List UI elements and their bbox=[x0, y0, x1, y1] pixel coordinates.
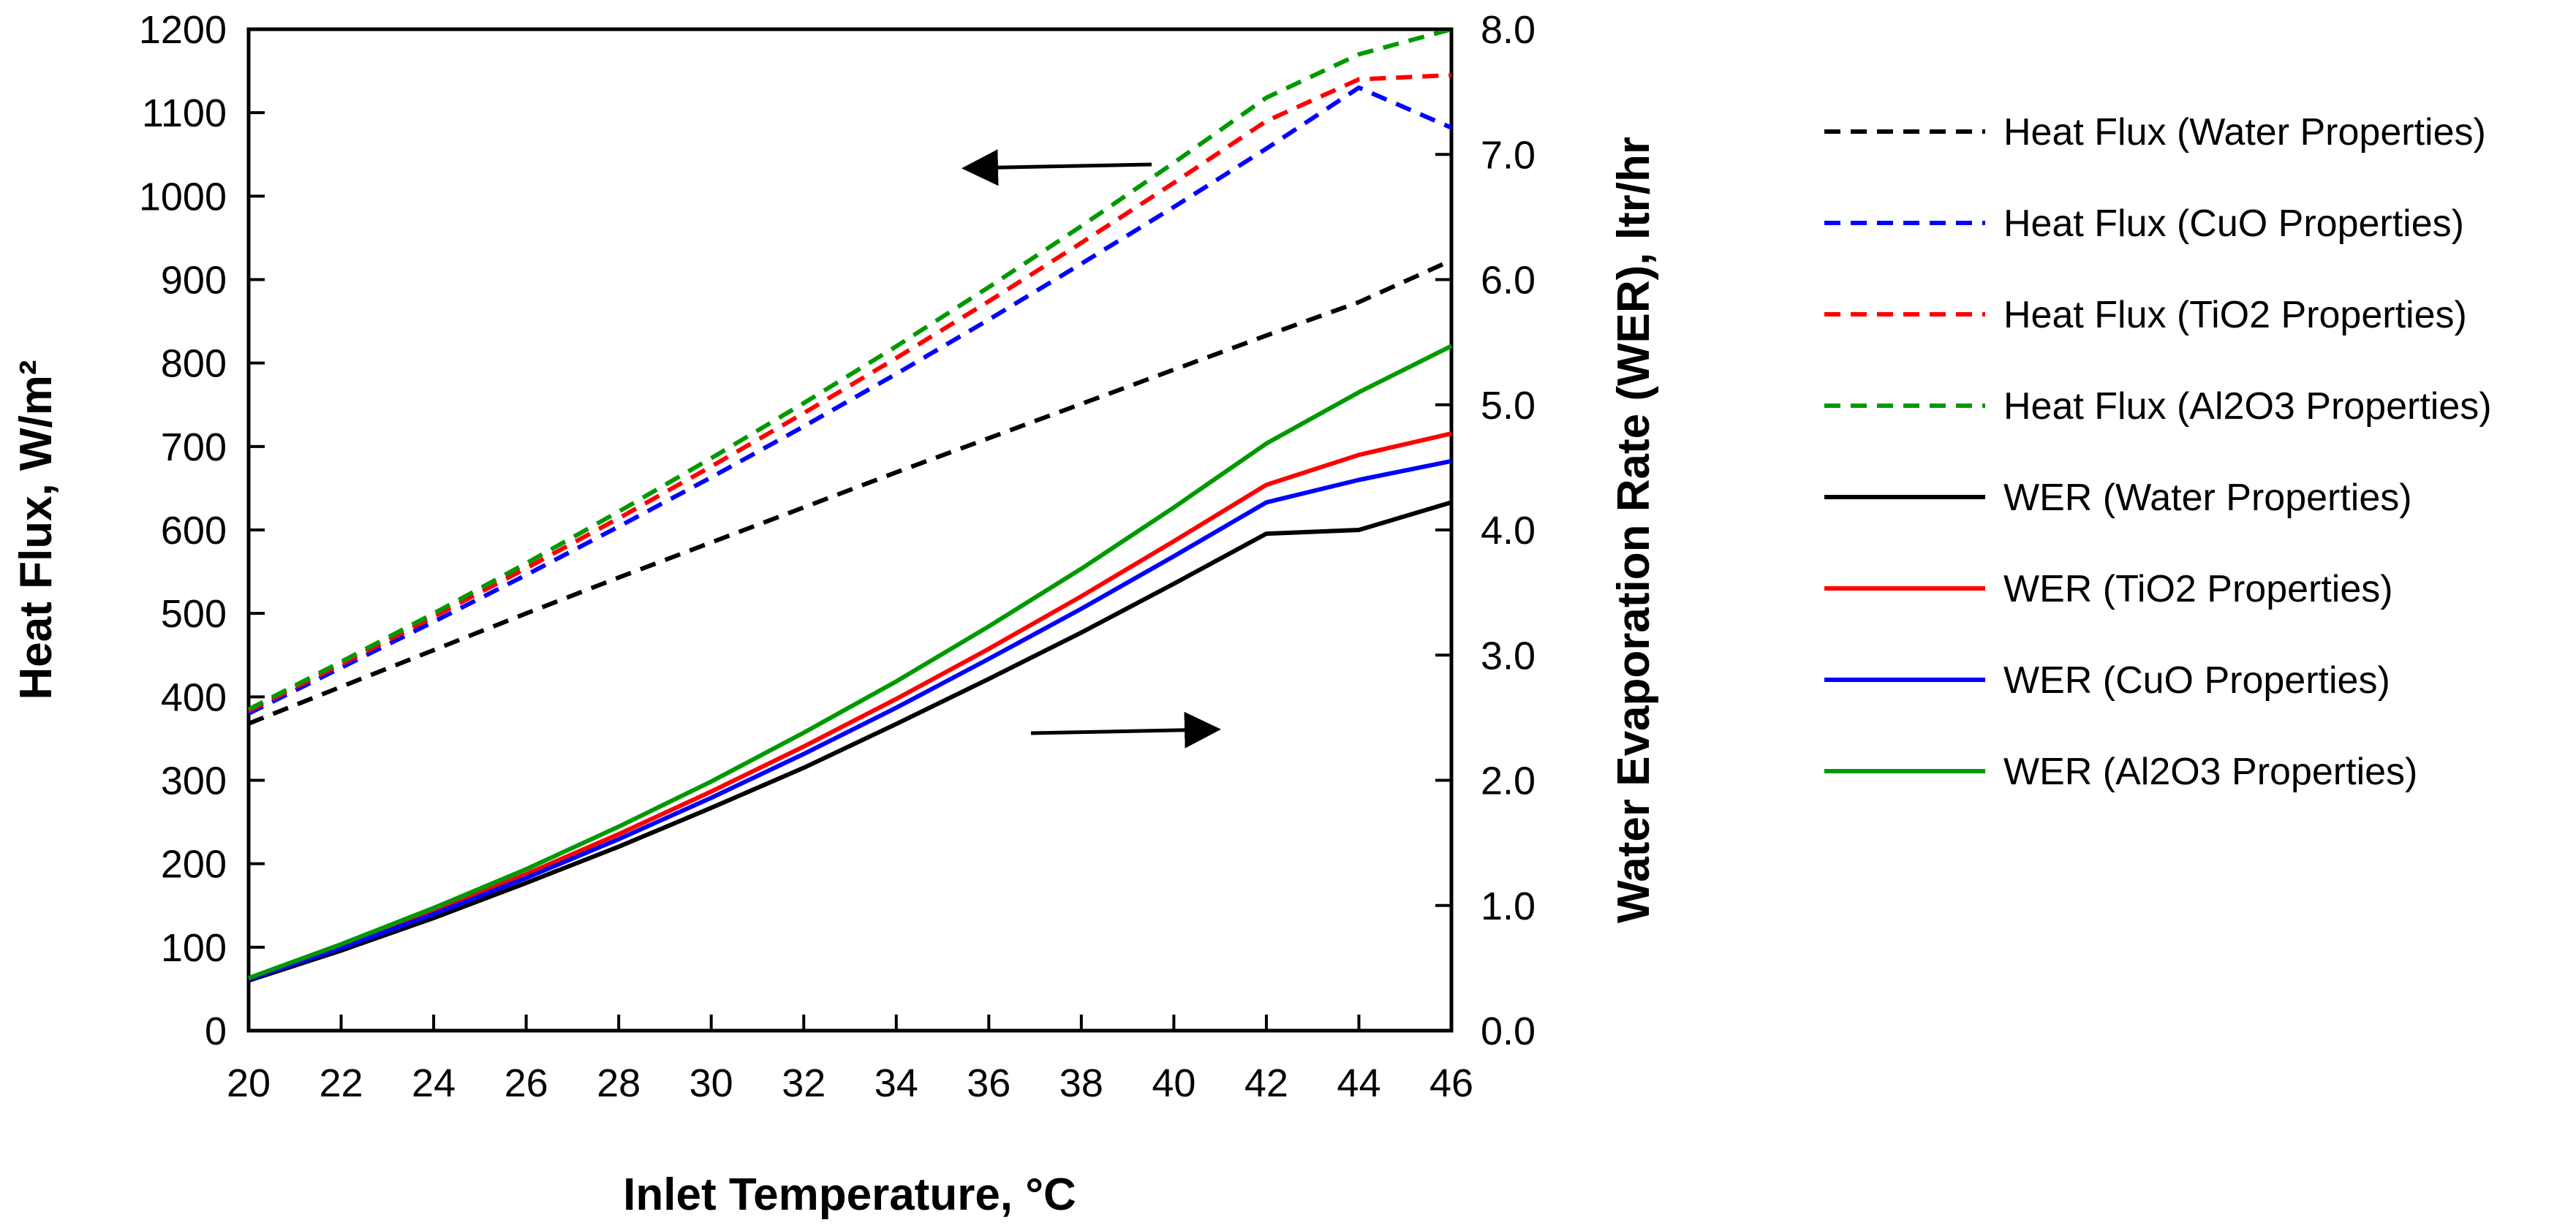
series-line-4 bbox=[247, 27, 1452, 712]
x-tick-label: 28 bbox=[597, 1061, 641, 1105]
right-y-tick-label: 1.0 bbox=[1481, 884, 1536, 928]
series-line-6 bbox=[248, 431, 1452, 982]
x-tick-label: 30 bbox=[690, 1061, 733, 1105]
x-tick-label: 24 bbox=[412, 1061, 456, 1105]
series-line-2 bbox=[247, 85, 1453, 716]
right-y-tick-label: 6.0 bbox=[1481, 259, 1536, 303]
x-tick-label: 20 bbox=[227, 1061, 271, 1105]
right-y-axis-title: Water Evaporation Rate (WER), ltr/hr bbox=[1609, 137, 1659, 923]
right-axis-arrow bbox=[1030, 711, 1221, 748]
x-tick-label: 34 bbox=[875, 1061, 918, 1105]
left-y-axis-title: Heat Flux, W/m² bbox=[11, 360, 61, 700]
left-y-tick-label: 100 bbox=[161, 926, 227, 970]
legend-label: Heat Flux (Water Properties) bbox=[2003, 111, 2486, 154]
x-tick-label: 38 bbox=[1060, 1061, 1103, 1105]
series-line-1 bbox=[247, 258, 1453, 726]
legend: Heat Flux (Water Properties) Heat Flux (C… bbox=[1824, 111, 2492, 793]
right-y-tick-label: 2.0 bbox=[1481, 759, 1536, 803]
series-line-7 bbox=[248, 458, 1452, 982]
legend-label: WER (CuO Properties) bbox=[2003, 659, 2390, 702]
legend-label: Heat Flux (TiO2 Properties) bbox=[2003, 294, 2467, 336]
x-tick-label: 46 bbox=[1429, 1061, 1473, 1105]
right-y-tick-label: 4.0 bbox=[1481, 509, 1536, 553]
left-y-tick-label: 1000 bbox=[139, 175, 227, 219]
plot-frame bbox=[246, 27, 1454, 1033]
left-y-tick-label: 1200 bbox=[139, 8, 227, 52]
series-line-8 bbox=[247, 344, 1453, 980]
right-y-tick-label: 5.0 bbox=[1481, 384, 1536, 428]
series-line-3 bbox=[247, 72, 1452, 713]
right-y-tick-label: 0.0 bbox=[1481, 1009, 1536, 1053]
right-y-tick-label: 7.0 bbox=[1481, 133, 1536, 177]
right-y-tick-label: 8.0 bbox=[1481, 8, 1536, 52]
left-y-tick-label: 0 bbox=[205, 1009, 227, 1053]
left-y-tick-label: 900 bbox=[161, 259, 227, 303]
left-y-tick-label: 500 bbox=[161, 592, 227, 636]
x-tick-label: 26 bbox=[505, 1061, 548, 1105]
legend-label: WER (Water Properties) bbox=[2003, 477, 2412, 519]
left-y-tick-label: 700 bbox=[161, 425, 227, 469]
right-y-tick-label: 3.0 bbox=[1481, 634, 1536, 678]
x-tick-label: 22 bbox=[319, 1061, 363, 1105]
x-tick-label: 32 bbox=[782, 1061, 826, 1105]
left-y-tick-label: 400 bbox=[161, 675, 227, 719]
legend-label: WER (Al2O3 Properties) bbox=[2003, 751, 2417, 793]
left-y-tick-label: 200 bbox=[161, 843, 227, 887]
left-y-tick-label: 300 bbox=[161, 759, 227, 803]
x-tick-label: 44 bbox=[1337, 1061, 1380, 1105]
left-y-tick-label: 800 bbox=[161, 342, 227, 386]
series-line-5 bbox=[248, 500, 1452, 983]
legend-label: Heat Flux (Al2O3 Properties) bbox=[2003, 385, 2492, 428]
left-y-tick-label: 600 bbox=[161, 509, 227, 553]
x-tick-label: 36 bbox=[967, 1061, 1011, 1105]
legend-label: WER (TiO2 Properties) bbox=[2003, 568, 2393, 610]
x-tick-label: 40 bbox=[1152, 1061, 1196, 1105]
x-axis-title: Inlet Temperature, °C bbox=[623, 1170, 1076, 1220]
x-tick-label: 42 bbox=[1244, 1061, 1288, 1105]
left-y-tick-label: 1100 bbox=[142, 91, 227, 135]
legend-label: Heat Flux (CuO Properties) bbox=[2003, 202, 2464, 245]
left-axis-arrow bbox=[962, 149, 1152, 186]
